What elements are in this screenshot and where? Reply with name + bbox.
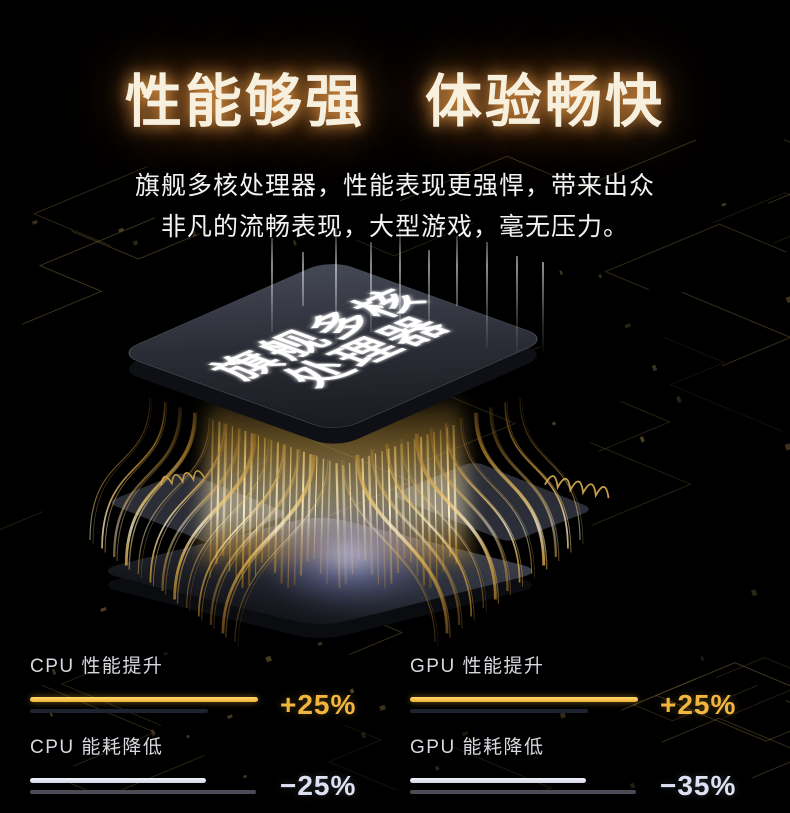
stat-value: +25% [280, 689, 357, 720]
stat-bars: +25% [30, 691, 375, 719]
stat-bars: −25% [30, 772, 375, 800]
stat-bar-main [410, 778, 586, 783]
stat-bar-main [30, 697, 258, 702]
blue-core-glow [255, 504, 445, 608]
stat-bar-reference [410, 790, 636, 794]
stat-bars: −35% [410, 772, 755, 800]
stat-row-cpu-performance: CPU 性能提升 +25% [30, 651, 375, 719]
promo-page: { "page": { "background": "#000000", "ac… [0, 70, 790, 800]
stat-value: −35% [660, 770, 737, 801]
chip-top-face [128, 264, 538, 428]
stat-bar-main [410, 697, 638, 702]
stat-value: −25% [280, 770, 357, 801]
stat-row-gpu-performance: GPU 性能提升 +25% [410, 651, 755, 719]
stat-label: CPU 能耗降低 [30, 737, 164, 758]
gpu-stats-column: GPU 性能提升 +25% GPU 能耗降低 −35% [410, 651, 755, 813]
stat-bar-reference [30, 709, 208, 713]
stat-bar-reference [410, 709, 588, 713]
cpu-stats-column: CPU 性能提升 +25% CPU 能耗降低 −25% [30, 651, 375, 813]
stat-bars: +25% [410, 691, 755, 719]
stat-value: +25% [660, 689, 737, 720]
hero-processor-graphic: 旗舰多核 处理器 [0, 139, 790, 790]
stat-label: CPU 性能提升 [30, 656, 164, 677]
page-title: 性能够强 体验畅快 [125, 70, 665, 134]
stat-bar-reference [30, 790, 256, 794]
processor-chip [128, 264, 538, 444]
stat-label: GPU 性能提升 [410, 656, 545, 677]
gold-coil-right [544, 475, 610, 499]
page-subtitle: 旗舰多核处理器，性能表现更强悍，带来出众 非凡的流畅表现，大型游戏，毫无压力。 [0, 166, 790, 248]
stat-label: GPU 能耗降低 [410, 737, 545, 758]
light-rays [271, 224, 544, 352]
subtitle-line2: 非凡的流畅表现，大型游戏，毫无压力。 [160, 213, 629, 241]
stat-bar-main [30, 778, 206, 783]
subtitle-line1: 旗舰多核处理器，性能表现更强悍，带来出众 [134, 172, 655, 200]
gold-stream-right-fan [341, 396, 584, 647]
gold-stream-left-fan [89, 396, 331, 647]
